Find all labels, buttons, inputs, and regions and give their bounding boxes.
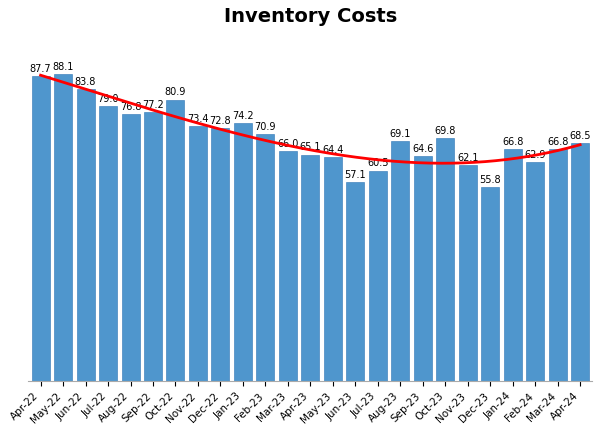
Bar <box>211 128 229 381</box>
Bar <box>548 149 566 381</box>
Bar <box>32 76 50 381</box>
Text: 73.4: 73.4 <box>187 114 209 124</box>
Text: 87.7: 87.7 <box>30 64 52 74</box>
Bar <box>166 99 184 381</box>
Text: 70.9: 70.9 <box>254 122 276 132</box>
Text: 83.8: 83.8 <box>75 77 96 87</box>
Bar <box>481 187 499 381</box>
Bar <box>346 182 364 381</box>
Bar <box>77 89 95 381</box>
Bar <box>189 126 207 381</box>
Text: 79.0: 79.0 <box>97 94 119 104</box>
Text: 62.1: 62.1 <box>457 153 478 163</box>
Text: 69.1: 69.1 <box>389 129 411 139</box>
Bar <box>436 138 454 381</box>
Text: 77.2: 77.2 <box>142 100 164 110</box>
Bar <box>279 152 297 381</box>
Text: 65.1: 65.1 <box>299 143 321 152</box>
Text: 88.1: 88.1 <box>52 62 74 73</box>
Text: 68.5: 68.5 <box>569 130 591 141</box>
Text: 66.8: 66.8 <box>547 137 568 146</box>
Bar <box>503 149 521 381</box>
Bar <box>391 141 409 381</box>
Text: 64.4: 64.4 <box>322 145 344 155</box>
Bar <box>234 123 252 381</box>
Bar <box>414 156 432 381</box>
Title: Inventory Costs: Inventory Costs <box>224 7 397 26</box>
Text: 66.0: 66.0 <box>277 140 299 149</box>
Text: 64.6: 64.6 <box>412 144 433 154</box>
Bar <box>526 162 544 381</box>
Text: 62.9: 62.9 <box>524 150 546 160</box>
Bar <box>122 114 140 381</box>
Text: 72.8: 72.8 <box>209 116 231 126</box>
Bar <box>256 134 274 381</box>
Text: 69.8: 69.8 <box>434 126 456 136</box>
Text: 80.9: 80.9 <box>165 87 186 98</box>
Text: 74.2: 74.2 <box>232 111 254 121</box>
Text: 55.8: 55.8 <box>479 175 501 185</box>
Bar <box>459 165 477 381</box>
Bar <box>301 155 319 381</box>
Bar <box>54 74 72 381</box>
Text: 57.1: 57.1 <box>344 170 366 180</box>
Bar <box>369 171 387 381</box>
Bar <box>571 143 589 381</box>
Bar <box>99 106 117 381</box>
Text: 66.8: 66.8 <box>502 137 523 146</box>
Bar <box>324 157 342 381</box>
Text: 76.8: 76.8 <box>120 102 141 112</box>
Text: 60.5: 60.5 <box>367 159 389 168</box>
Bar <box>144 112 162 381</box>
